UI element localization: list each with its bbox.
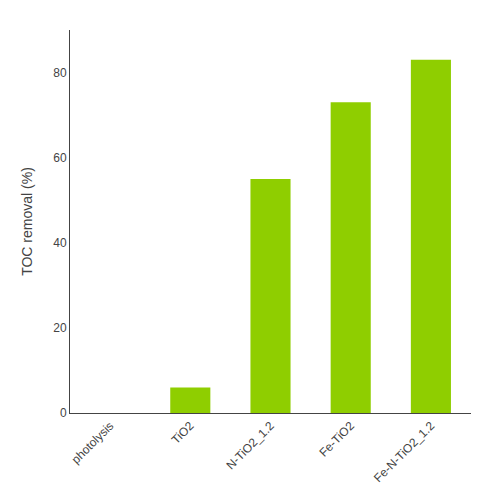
svg-text:0: 0 [60, 406, 67, 420]
svg-text:Fe-TiO2: Fe-TiO2 [316, 419, 357, 460]
svg-text:60: 60 [53, 151, 67, 165]
svg-text:Fe-N-TiO2_1.2: Fe-N-TiO2_1.2 [371, 419, 437, 485]
svg-text:photolysis: photolysis [69, 419, 117, 467]
svg-text:TOC removal (%): TOC removal (%) [19, 167, 35, 276]
svg-text:20: 20 [53, 321, 67, 335]
svg-text:TiO2: TiO2 [169, 419, 197, 447]
svg-text:N-TiO2_1.2: N-TiO2_1.2 [223, 419, 277, 473]
svg-text:80: 80 [53, 66, 67, 80]
svg-text:40: 40 [53, 236, 67, 250]
